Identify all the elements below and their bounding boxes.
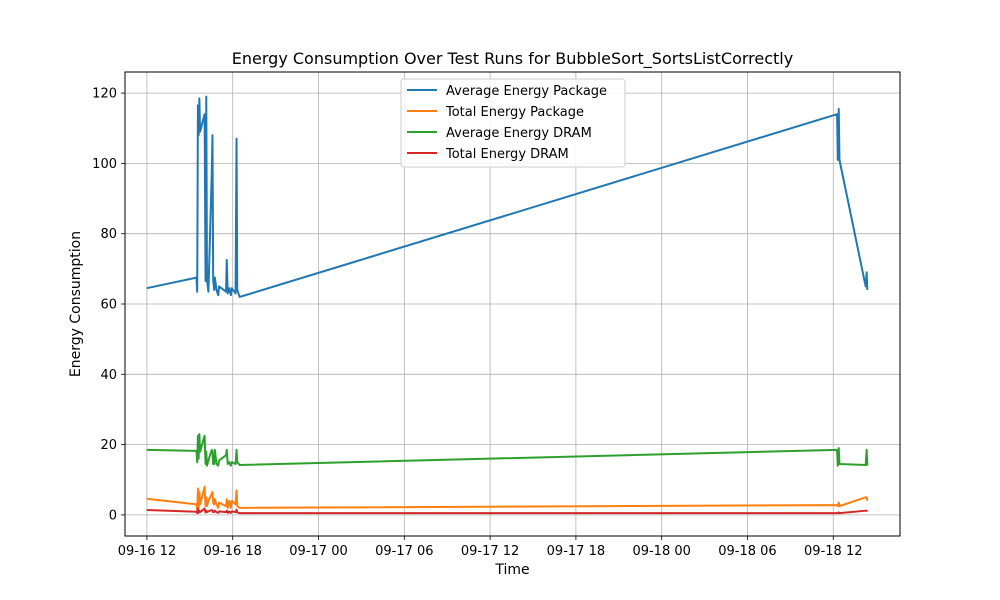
y-tick-label: 20 (100, 438, 117, 453)
x-tick-label: 09-18 06 (718, 544, 776, 559)
series-line-average-energy-dram (146, 433, 869, 467)
y-axis-title: Energy Consumption (68, 231, 84, 377)
x-tick-label: 09-16 18 (203, 544, 261, 559)
y-tick-label: 40 (100, 368, 117, 383)
x-axis-title: Time (494, 562, 529, 578)
x-tick-label: 09-17 00 (289, 544, 347, 559)
legend-label-total-energy-package: Total Energy Package (445, 105, 584, 120)
legend-box (400, 78, 626, 168)
x-tick-label: 09-18 00 (632, 544, 690, 559)
y-axis-ticks: 0 20 40 60 80 100 120 (92, 87, 125, 523)
series-line-average-energy-package (146, 95, 869, 298)
chart-title: Energy Consumption Over Test Runs for Bu… (232, 49, 793, 69)
series-line-total-energy-dram (146, 507, 869, 515)
legend: Average Energy Package Total Energy Pack… (400, 78, 626, 168)
series-lines (146, 95, 869, 515)
series-line-total-energy-package (146, 485, 869, 511)
y-tick-label: 100 (92, 157, 117, 172)
y-tick-label: 60 (100, 298, 117, 313)
legend-label-average-energy-package: Average Energy Package (446, 84, 607, 99)
x-tick-label: 09-16 12 (118, 544, 176, 559)
y-tick-label: 80 (100, 227, 117, 242)
y-tick-label: 120 (92, 87, 117, 102)
y-tick-label: 0 (109, 508, 117, 523)
legend-label-total-energy-dram: Total Energy DRAM (445, 147, 569, 162)
x-tick-label: 09-18 12 (804, 544, 862, 559)
legend-label-average-energy-dram: Average Energy DRAM (446, 126, 592, 141)
x-tick-label: 09-17 18 (547, 544, 605, 559)
x-axis-ticks: 09-16 12 09-16 18 09-17 00 09-17 06 09-17 12… (118, 536, 862, 559)
x-tick-label: 09-17 06 (375, 544, 433, 559)
x-tick-label: 09-17 12 (461, 544, 519, 559)
